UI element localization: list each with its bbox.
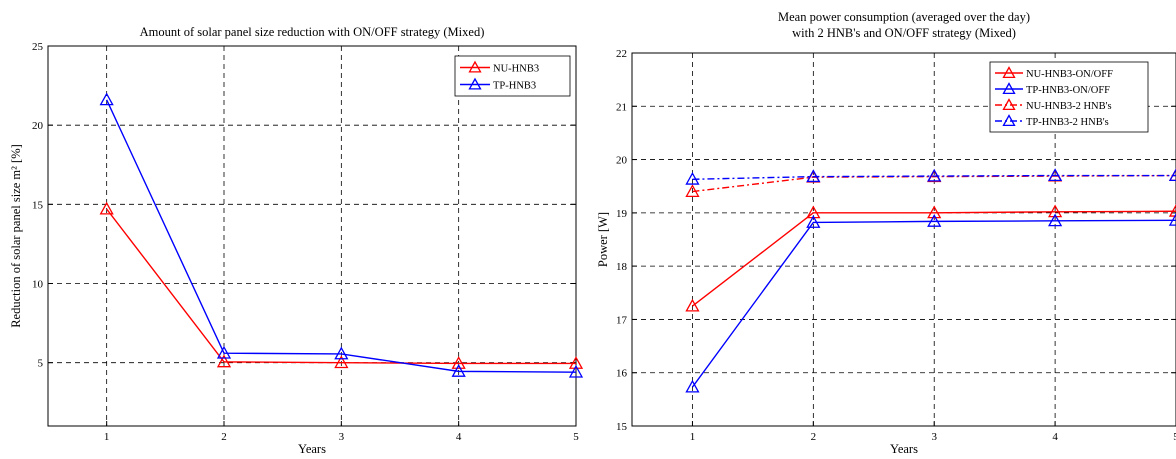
data-point-marker bbox=[685, 379, 700, 393]
legend-entry: NU-HNB3 bbox=[493, 64, 539, 75]
series-nu-hnb3 bbox=[99, 201, 584, 369]
data-point-marker bbox=[685, 298, 700, 312]
x-tick-label: 5 bbox=[1173, 431, 1176, 443]
legend-entry: TP-HNB3-2 HNB's bbox=[1026, 117, 1109, 128]
data-point-marker bbox=[568, 356, 584, 369]
data-point-marker bbox=[334, 346, 349, 360]
series-line bbox=[106, 99, 577, 373]
y-tick-label: 16 bbox=[616, 368, 628, 380]
y-tick-label: 15 bbox=[616, 421, 628, 433]
y-tick-label: 21 bbox=[616, 101, 627, 113]
y-tick-label: 15 bbox=[32, 199, 44, 211]
y-tick-label: 22 bbox=[616, 48, 627, 60]
x-tick-label: 4 bbox=[456, 431, 462, 443]
chart-1: 1 2 3 4 5 5 10 15 20 25 Amount of solar panel size… bbox=[9, 25, 584, 456]
data-point-marker bbox=[99, 201, 114, 215]
data-point-marker bbox=[99, 92, 114, 106]
data-point-marker bbox=[568, 364, 584, 378]
x-tick-label: 5 bbox=[573, 431, 579, 443]
x-tick-label: 3 bbox=[931, 431, 937, 443]
y-tick-label: 19 bbox=[616, 208, 628, 220]
x-tick-label: 3 bbox=[339, 431, 345, 443]
data-point-marker bbox=[1168, 203, 1176, 217]
legend-marker bbox=[1002, 114, 1016, 127]
data-point-marker bbox=[927, 214, 942, 227]
x-tick-label: 1 bbox=[104, 431, 110, 443]
data-point-marker bbox=[1168, 212, 1176, 226]
data-point-marker bbox=[685, 184, 700, 197]
data-point-marker bbox=[927, 168, 942, 182]
legend-marker bbox=[1002, 66, 1016, 79]
legend-entry: NU-HNB3-2 HNB's bbox=[1026, 101, 1112, 112]
y-tick-label: 17 bbox=[616, 314, 628, 326]
legend-entry: NU-HNB3-ON/OFF bbox=[1026, 69, 1113, 80]
chart-title: Amount of solar panel size reduction wit… bbox=[140, 25, 485, 39]
data-point-marker bbox=[334, 355, 349, 369]
chart-2: 1 2 3 4 5 15 16 17 18 19 20 21 22 Mean power consumpt… bbox=[596, 10, 1176, 456]
series-tp-hnb3-on-off bbox=[685, 212, 1176, 393]
data-point-marker bbox=[216, 354, 232, 368]
series-line bbox=[692, 210, 1176, 307]
x-axis-label: Years bbox=[890, 442, 918, 456]
legend-entry: TP-HNB3-ON/OFF bbox=[1026, 85, 1110, 96]
data-point-marker bbox=[927, 205, 942, 219]
data-point-marker bbox=[806, 215, 821, 228]
y-tick-label: 20 bbox=[32, 120, 44, 132]
chart-title: with 2 HNB's and ON/OFF strategy (Mixed) bbox=[792, 26, 1016, 40]
data-point-marker bbox=[1048, 204, 1063, 218]
data-point-marker bbox=[1048, 168, 1063, 182]
data-point-marker bbox=[451, 356, 466, 369]
legend-entry: TP-HNB3 bbox=[493, 81, 536, 92]
legend-marker bbox=[468, 60, 482, 73]
series-tp-hnb3-2-hnb-s bbox=[685, 168, 1176, 185]
y-axis-label: Reduction of solar panel size m² [%] bbox=[9, 144, 23, 328]
x-tick-label: 2 bbox=[221, 431, 227, 443]
y-tick-label: 20 bbox=[616, 155, 628, 167]
data-point-marker bbox=[685, 171, 700, 185]
data-point-marker bbox=[451, 364, 466, 377]
series-tp-hnb3 bbox=[99, 92, 584, 378]
x-tick-label: 2 bbox=[811, 431, 817, 443]
chart-title: Mean power consumption (averaged over th… bbox=[778, 10, 1030, 24]
series-nu-hnb3-on-off bbox=[685, 203, 1176, 312]
legend-marker bbox=[1002, 98, 1016, 111]
x-tick-label: 1 bbox=[690, 431, 696, 443]
y-tick-label: 25 bbox=[32, 41, 44, 53]
x-tick-label: 4 bbox=[1052, 431, 1058, 443]
data-point-marker bbox=[1168, 168, 1176, 182]
data-point-marker bbox=[1048, 213, 1063, 227]
data-point-marker bbox=[216, 345, 232, 359]
y-tick-label: 18 bbox=[616, 261, 628, 273]
legend-marker bbox=[1002, 82, 1016, 95]
legend: NU-HNB3 TP-HNB3 bbox=[454, 55, 571, 97]
series-line bbox=[692, 174, 1176, 180]
series-line bbox=[691, 219, 1176, 388]
y-tick-label: 10 bbox=[32, 279, 44, 291]
data-point-marker bbox=[806, 169, 821, 183]
x-axis-label: Years bbox=[298, 442, 326, 456]
series-line bbox=[106, 208, 576, 365]
legend: NU-HNB3-ON/OFF TP-HNB3-ON/OFF NU-HNB3-2 HN… bbox=[989, 61, 1149, 133]
y-axis-label: Power [W] bbox=[596, 212, 610, 267]
legend-marker bbox=[468, 77, 482, 90]
y-tick-label: 5 bbox=[38, 358, 44, 370]
